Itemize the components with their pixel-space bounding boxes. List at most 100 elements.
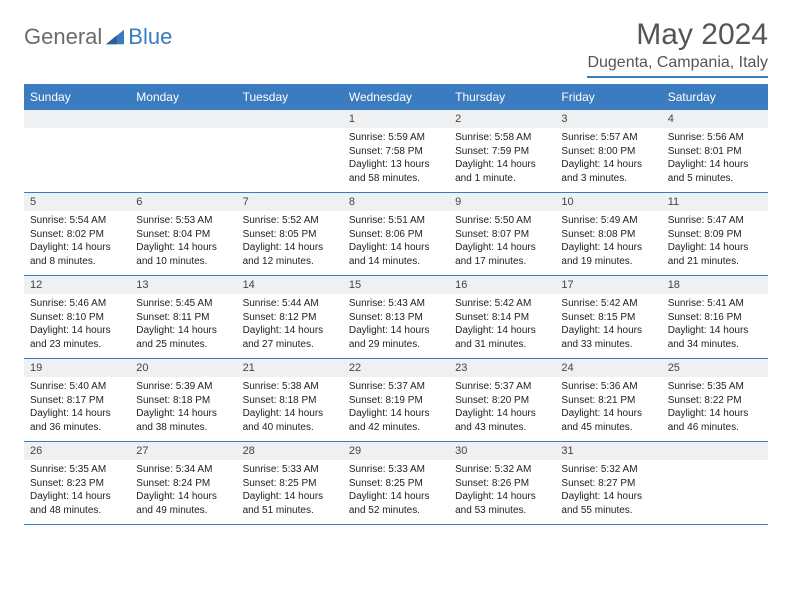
sail-icon <box>104 28 126 46</box>
daylight-line: Daylight: 14 hours and 3 minutes. <box>561 158 655 185</box>
day-details: Sunrise: 5:53 AMSunset: 8:04 PMDaylight:… <box>130 211 236 273</box>
day-number: 15 <box>343 276 449 294</box>
day-cell: 28Sunrise: 5:33 AMSunset: 8:25 PMDayligh… <box>237 442 343 524</box>
sunset-line: Sunset: 8:26 PM <box>455 477 549 491</box>
day-number: 12 <box>24 276 130 294</box>
daylight-line: Daylight: 14 hours and 51 minutes. <box>243 490 337 517</box>
sunrise-line: Sunrise: 5:45 AM <box>136 297 230 311</box>
day-cell: 26Sunrise: 5:35 AMSunset: 8:23 PMDayligh… <box>24 442 130 524</box>
week-row: 26Sunrise: 5:35 AMSunset: 8:23 PMDayligh… <box>24 442 768 525</box>
day-number: 31 <box>555 442 661 460</box>
sunrise-line: Sunrise: 5:42 AM <box>455 297 549 311</box>
day-cell: 29Sunrise: 5:33 AMSunset: 8:25 PMDayligh… <box>343 442 449 524</box>
month-title: May 2024 <box>587 18 768 52</box>
day-number: 25 <box>662 359 768 377</box>
day-number: 22 <box>343 359 449 377</box>
day-cell: 18Sunrise: 5:41 AMSunset: 8:16 PMDayligh… <box>662 276 768 358</box>
sunrise-line: Sunrise: 5:58 AM <box>455 131 549 145</box>
day-details: Sunrise: 5:56 AMSunset: 8:01 PMDaylight:… <box>662 128 768 190</box>
day-number: 18 <box>662 276 768 294</box>
day-number: 23 <box>449 359 555 377</box>
sunset-line: Sunset: 8:05 PM <box>243 228 337 242</box>
day-number: 28 <box>237 442 343 460</box>
daylight-line: Daylight: 14 hours and 19 minutes. <box>561 241 655 268</box>
sunset-line: Sunset: 8:08 PM <box>561 228 655 242</box>
daylight-line: Daylight: 14 hours and 49 minutes. <box>136 490 230 517</box>
sunset-line: Sunset: 8:27 PM <box>561 477 655 491</box>
day-details: Sunrise: 5:45 AMSunset: 8:11 PMDaylight:… <box>130 294 236 356</box>
sunrise-line: Sunrise: 5:40 AM <box>30 380 124 394</box>
day-details: Sunrise: 5:47 AMSunset: 8:09 PMDaylight:… <box>662 211 768 273</box>
sunrise-line: Sunrise: 5:34 AM <box>136 463 230 477</box>
day-details: Sunrise: 5:44 AMSunset: 8:12 PMDaylight:… <box>237 294 343 356</box>
daylight-line: Daylight: 14 hours and 29 minutes. <box>349 324 443 351</box>
sunset-line: Sunset: 8:11 PM <box>136 311 230 325</box>
week-row: 19Sunrise: 5:40 AMSunset: 8:17 PMDayligh… <box>24 359 768 442</box>
sunrise-line: Sunrise: 5:56 AM <box>668 131 762 145</box>
weekday-wednesday: Wednesday <box>343 84 449 110</box>
location: Dugenta, Campania, Italy <box>587 54 768 72</box>
sunset-line: Sunset: 8:22 PM <box>668 394 762 408</box>
day-cell: 10Sunrise: 5:49 AMSunset: 8:08 PMDayligh… <box>555 193 661 275</box>
day-details: Sunrise: 5:35 AMSunset: 8:23 PMDaylight:… <box>24 460 130 522</box>
day-details: Sunrise: 5:36 AMSunset: 8:21 PMDaylight:… <box>555 377 661 439</box>
sunset-line: Sunset: 8:18 PM <box>136 394 230 408</box>
daylight-line: Daylight: 14 hours and 45 minutes. <box>561 407 655 434</box>
sunset-line: Sunset: 8:10 PM <box>30 311 124 325</box>
daylight-line: Daylight: 14 hours and 31 minutes. <box>455 324 549 351</box>
daylight-line: Daylight: 14 hours and 36 minutes. <box>30 407 124 434</box>
day-details: Sunrise: 5:37 AMSunset: 8:19 PMDaylight:… <box>343 377 449 439</box>
sunset-line: Sunset: 8:07 PM <box>455 228 549 242</box>
title-block: May 2024 Dugenta, Campania, Italy <box>587 18 768 78</box>
daylight-line: Daylight: 13 hours and 58 minutes. <box>349 158 443 185</box>
day-details: Sunrise: 5:41 AMSunset: 8:16 PMDaylight:… <box>662 294 768 356</box>
day-number: 6 <box>130 193 236 211</box>
day-details: Sunrise: 5:39 AMSunset: 8:18 PMDaylight:… <box>130 377 236 439</box>
daylight-line: Daylight: 14 hours and 23 minutes. <box>30 324 124 351</box>
sunrise-line: Sunrise: 5:33 AM <box>243 463 337 477</box>
day-cell: 15Sunrise: 5:43 AMSunset: 8:13 PMDayligh… <box>343 276 449 358</box>
weekday-friday: Friday <box>555 84 661 110</box>
day-cell: 20Sunrise: 5:39 AMSunset: 8:18 PMDayligh… <box>130 359 236 441</box>
sunrise-line: Sunrise: 5:32 AM <box>561 463 655 477</box>
day-cell: 4Sunrise: 5:56 AMSunset: 8:01 PMDaylight… <box>662 110 768 192</box>
sunrise-line: Sunrise: 5:44 AM <box>243 297 337 311</box>
sunrise-line: Sunrise: 5:50 AM <box>455 214 549 228</box>
logo-text-general: General <box>24 24 102 50</box>
day-cell: 24Sunrise: 5:36 AMSunset: 8:21 PMDayligh… <box>555 359 661 441</box>
sunrise-line: Sunrise: 5:36 AM <box>561 380 655 394</box>
day-details: Sunrise: 5:59 AMSunset: 7:58 PMDaylight:… <box>343 128 449 190</box>
sunset-line: Sunset: 8:20 PM <box>455 394 549 408</box>
day-cell: 3Sunrise: 5:57 AMSunset: 8:00 PMDaylight… <box>555 110 661 192</box>
daylight-line: Daylight: 14 hours and 8 minutes. <box>30 241 124 268</box>
day-number: 2 <box>449 110 555 128</box>
day-details: Sunrise: 5:46 AMSunset: 8:10 PMDaylight:… <box>24 294 130 356</box>
sunrise-line: Sunrise: 5:39 AM <box>136 380 230 394</box>
week-row: 12Sunrise: 5:46 AMSunset: 8:10 PMDayligh… <box>24 276 768 359</box>
day-cell: 13Sunrise: 5:45 AMSunset: 8:11 PMDayligh… <box>130 276 236 358</box>
day-details: Sunrise: 5:32 AMSunset: 8:27 PMDaylight:… <box>555 460 661 522</box>
day-details: Sunrise: 5:50 AMSunset: 8:07 PMDaylight:… <box>449 211 555 273</box>
day-number: 29 <box>343 442 449 460</box>
sunrise-line: Sunrise: 5:46 AM <box>30 297 124 311</box>
sunset-line: Sunset: 8:25 PM <box>349 477 443 491</box>
day-details: Sunrise: 5:42 AMSunset: 8:14 PMDaylight:… <box>449 294 555 356</box>
sunrise-line: Sunrise: 5:35 AM <box>30 463 124 477</box>
sunset-line: Sunset: 8:04 PM <box>136 228 230 242</box>
sunrise-line: Sunrise: 5:43 AM <box>349 297 443 311</box>
day-cell: 12Sunrise: 5:46 AMSunset: 8:10 PMDayligh… <box>24 276 130 358</box>
day-details: Sunrise: 5:43 AMSunset: 8:13 PMDaylight:… <box>343 294 449 356</box>
weekday-thursday: Thursday <box>449 84 555 110</box>
day-details: Sunrise: 5:52 AMSunset: 8:05 PMDaylight:… <box>237 211 343 273</box>
daylight-line: Daylight: 14 hours and 1 minute. <box>455 158 549 185</box>
sunset-line: Sunset: 8:02 PM <box>30 228 124 242</box>
weekday-tuesday: Tuesday <box>237 84 343 110</box>
day-details: Sunrise: 5:51 AMSunset: 8:06 PMDaylight:… <box>343 211 449 273</box>
daylight-line: Daylight: 14 hours and 55 minutes. <box>561 490 655 517</box>
daylight-line: Daylight: 14 hours and 12 minutes. <box>243 241 337 268</box>
day-number <box>24 110 130 128</box>
day-cell: 25Sunrise: 5:35 AMSunset: 8:22 PMDayligh… <box>662 359 768 441</box>
sunrise-line: Sunrise: 5:59 AM <box>349 131 443 145</box>
day-number <box>662 442 768 460</box>
sunset-line: Sunset: 8:18 PM <box>243 394 337 408</box>
